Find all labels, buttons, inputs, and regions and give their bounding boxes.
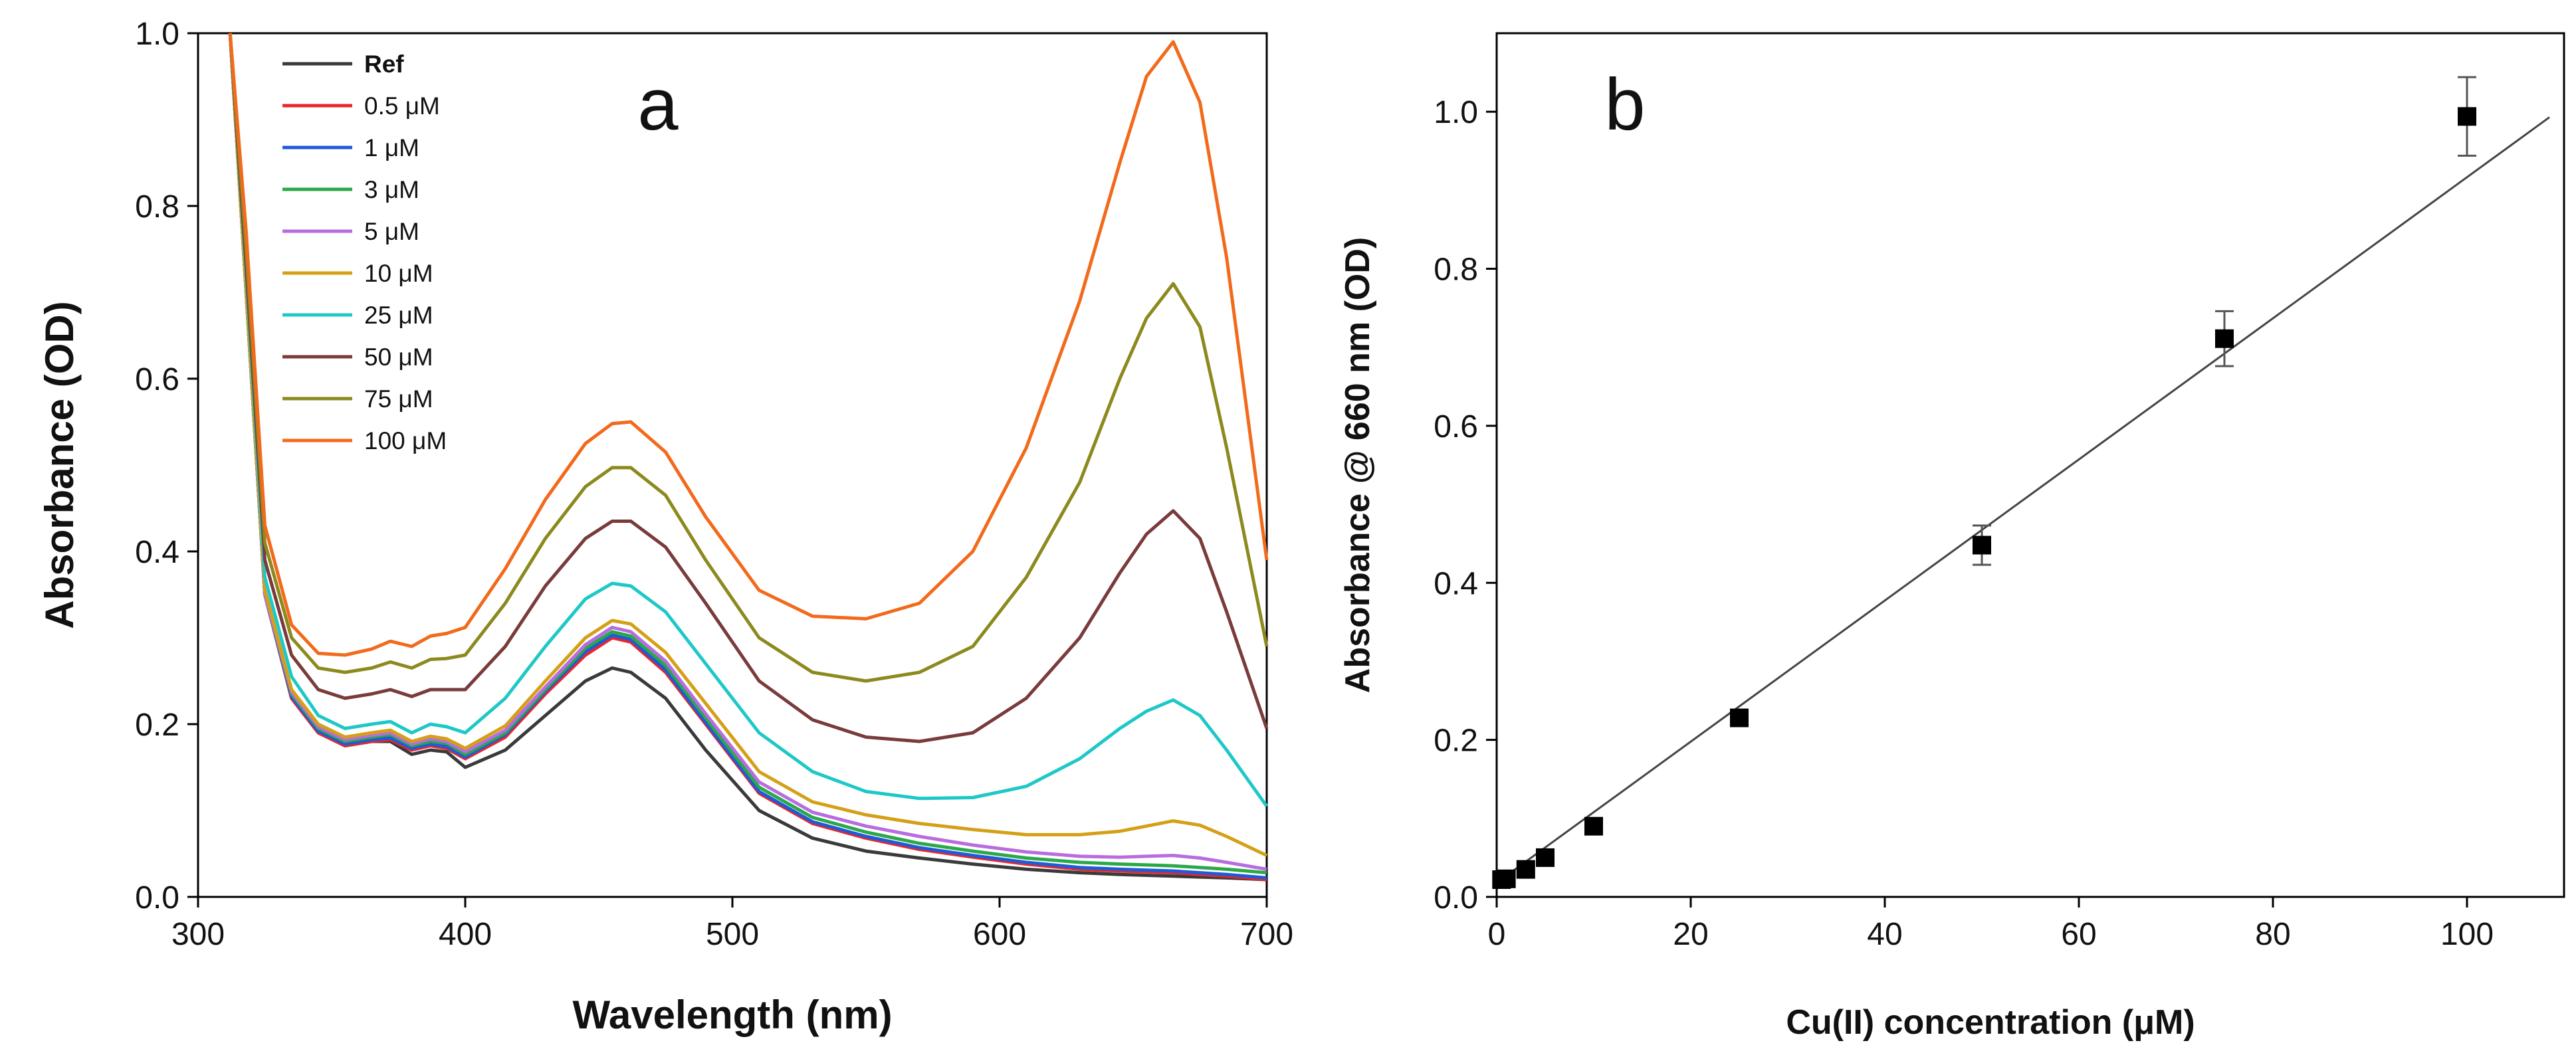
data-point bbox=[1584, 817, 1603, 836]
series-line-4 bbox=[228, 33, 1267, 871]
series-line-7 bbox=[228, 33, 1269, 743]
x-tick-label: 20 bbox=[1673, 917, 1708, 952]
x-tick-label: 600 bbox=[973, 917, 1026, 952]
y-tick-label: 0.4 bbox=[1434, 566, 1478, 601]
y-tick-label: 1.0 bbox=[1434, 95, 1478, 130]
data-point bbox=[1497, 869, 1516, 888]
series-line-6 bbox=[228, 33, 1269, 807]
panel-b-fit-line-group bbox=[1496, 116, 2550, 884]
y-tick-label: 0.6 bbox=[1434, 409, 1478, 444]
y-tick-label: 1.0 bbox=[135, 17, 179, 52]
series-line-3 bbox=[228, 33, 1267, 875]
data-point bbox=[1516, 860, 1535, 879]
panel-a-ticks: 300 400 500 600 700 0.0 0.2 0.4 0.6 0.8 1.0 bbox=[135, 17, 1293, 952]
data-point bbox=[1730, 708, 1749, 727]
y-tick-label: 0.2 bbox=[1434, 723, 1478, 759]
panel-a-y-axis-title: Absorbance (OD) bbox=[37, 301, 82, 628]
legend-label: 50 μM bbox=[364, 343, 433, 371]
x-tick-label: 700 bbox=[1240, 917, 1293, 952]
panel-a-letter: a bbox=[637, 64, 679, 145]
fit-line bbox=[1496, 116, 2550, 884]
legend-label: 100 μM bbox=[364, 427, 447, 454]
series-line-9 bbox=[228, 33, 1269, 657]
series-line-5 bbox=[228, 33, 1268, 857]
data-point bbox=[2215, 329, 2234, 348]
series-line-8 bbox=[228, 33, 1269, 683]
data-point bbox=[2458, 107, 2476, 126]
series-line-2 bbox=[228, 33, 1267, 880]
legend-label: 5 μM bbox=[364, 218, 419, 245]
x-tick-label: 60 bbox=[2061, 917, 2096, 952]
panel-b-data-points bbox=[1492, 76, 2476, 889]
y-tick-label: 0.8 bbox=[135, 189, 179, 225]
legend-label: 10 μM bbox=[364, 260, 433, 287]
series-line-1 bbox=[228, 33, 1267, 882]
panel-a-legend: Ref 0.5 μM 1 μM 3 μM 5 μM 10 μM 25 μM 50 μM 75 μ… bbox=[282, 50, 447, 454]
y-tick-label: 0.4 bbox=[135, 535, 179, 570]
panel-a-x-axis-title: Wavelength (nm) bbox=[572, 993, 892, 1037]
legend-label: 75 μM bbox=[364, 385, 433, 413]
panel-a-series-lines bbox=[228, 33, 1269, 882]
legend-label: 0.5 μM bbox=[364, 92, 440, 120]
x-tick-label: 80 bbox=[2255, 917, 2290, 952]
panel-b-letter: b bbox=[1604, 64, 1645, 145]
data-point bbox=[1536, 848, 1555, 867]
panel-b-x-axis-title: Cu(II) concentration (μM) bbox=[1786, 1003, 2195, 1042]
data-point bbox=[1973, 535, 1991, 555]
panel-b: 0 20 40 60 80 100 0.0 0.2 0.4 0.6 0.8 1.0 b Cu(II) … bbox=[1339, 32, 2565, 1042]
y-tick-label: 0.2 bbox=[135, 708, 179, 743]
legend-label: 25 μM bbox=[364, 302, 433, 329]
y-tick-label: 0.0 bbox=[135, 880, 179, 915]
legend-label: 3 μM bbox=[364, 176, 419, 203]
x-tick-label: 400 bbox=[439, 917, 492, 952]
panel-b-frame bbox=[1495, 32, 2565, 898]
panel-b-ticks: 0 20 40 60 80 100 0.0 0.2 0.4 0.6 0.8 1.0 bbox=[1434, 95, 2494, 952]
y-tick-label: 0.0 bbox=[1434, 880, 1478, 915]
panel-a: 300 400 500 600 700 0.0 0.2 0.4 0.6 0.8 1.0 a Ref 0… bbox=[37, 17, 1293, 1037]
legend-label: 1 μM bbox=[364, 134, 419, 161]
x-tick-label: 300 bbox=[171, 917, 225, 952]
panel-a-frame bbox=[197, 32, 1268, 898]
y-tick-label: 0.8 bbox=[1434, 252, 1478, 288]
panel-b-y-axis-title: Absorbance @ 660 nm (OD) bbox=[1339, 237, 1377, 693]
x-tick-label: 40 bbox=[1867, 917, 1902, 952]
x-tick-label: 500 bbox=[706, 917, 759, 952]
y-tick-label: 0.6 bbox=[135, 362, 179, 397]
x-tick-label: 0 bbox=[1488, 917, 1506, 952]
x-tick-label: 100 bbox=[2440, 917, 2494, 952]
legend-label: Ref bbox=[364, 50, 404, 78]
